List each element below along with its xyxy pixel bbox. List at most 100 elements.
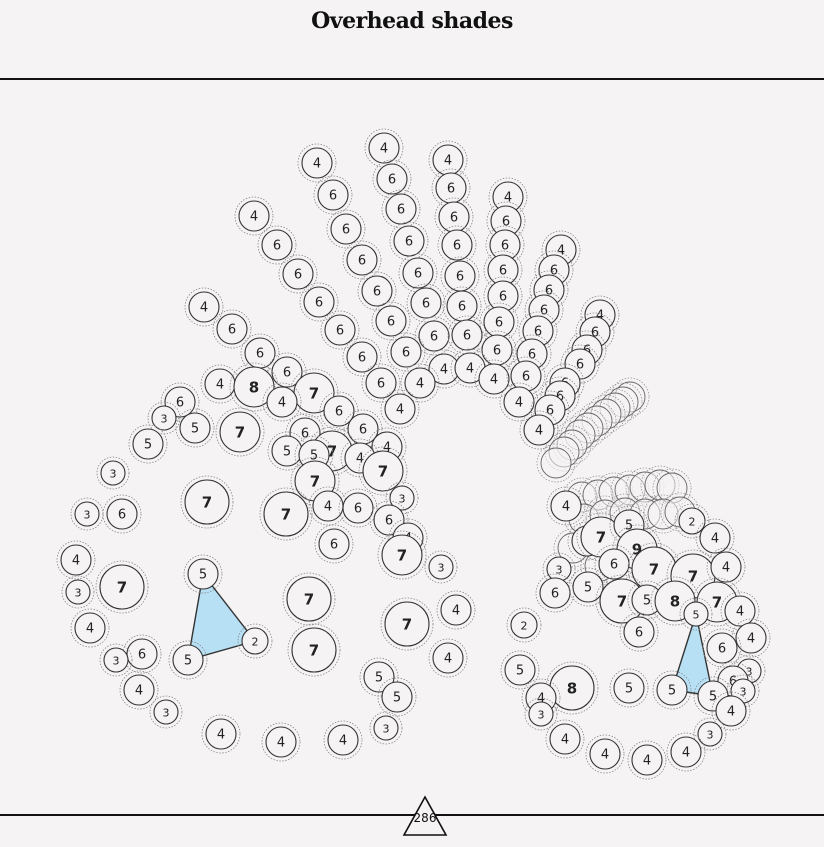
marker-label: 3 — [84, 509, 91, 522]
marker-circle: 6 — [372, 159, 412, 199]
marker-circle: 7 — [95, 560, 149, 614]
marker-circle: 3 — [369, 711, 403, 745]
marker-label: 8 — [249, 379, 259, 397]
marker-label: 4 — [736, 605, 744, 620]
marker-circle: 6 — [278, 254, 318, 294]
marker-label: 6 — [502, 215, 510, 230]
marker-circle: 6 — [434, 197, 474, 237]
marker-circle: 7 — [380, 597, 434, 651]
marker-circle: 6 — [257, 225, 297, 265]
page-number: 286 — [413, 811, 437, 825]
marker-circle: 6 — [518, 311, 558, 351]
marker-label: 6 — [534, 325, 542, 340]
marker-circle: 5 — [359, 657, 399, 697]
marker-circle: 6 — [371, 301, 411, 341]
marker-label: 6 — [635, 626, 643, 641]
marker-label: 3 — [746, 666, 753, 679]
marker-label: 4 — [86, 622, 94, 637]
marker-circle: 4 — [428, 638, 468, 678]
marker-label: 3 — [383, 723, 390, 736]
marker-label: 7 — [309, 642, 319, 660]
marker-circle: 6 — [440, 256, 480, 296]
marker-label: 4 — [444, 154, 452, 169]
marker-label: 4 — [452, 604, 460, 619]
marker-label: 3 — [163, 707, 170, 720]
marker-circle: 4 — [400, 363, 440, 403]
marker-label: 2 — [252, 636, 259, 649]
marker-circle: 6 — [102, 494, 142, 534]
marker-label: 7 — [327, 443, 337, 461]
marker-label: 4 — [722, 561, 730, 576]
marker-circle: 6 — [431, 168, 471, 208]
bottom-rule — [0, 814, 824, 816]
marker-circle: 3 — [70, 497, 104, 531]
marker-label: 3 — [538, 709, 545, 722]
marker-label: 7 — [235, 424, 245, 442]
marker-label: 6 — [453, 239, 461, 254]
marker-label: 6 — [430, 330, 438, 345]
marker-label: 6 — [373, 285, 381, 300]
marker-circle: 3 — [424, 550, 458, 584]
marker-label: 6 — [387, 315, 395, 330]
marker-label: 6 — [354, 502, 362, 517]
marker-label: 5 — [516, 664, 524, 679]
marker-label: 6 — [422, 297, 430, 312]
marker-label: 4 — [217, 728, 225, 743]
marker-label: 4 — [278, 396, 286, 411]
marker-circle: 6 — [437, 225, 477, 265]
marker-circle: 4 — [706, 547, 746, 587]
marker-label: 7 — [304, 591, 314, 609]
marker-circle: 6 — [447, 315, 487, 355]
marker-circle: 6 — [389, 221, 429, 261]
marker-circle: 6 — [386, 332, 426, 372]
marker-label: 4 — [200, 301, 208, 316]
marker-circle: 4 — [297, 143, 337, 183]
marker-label: 4 — [135, 684, 143, 699]
marker-label: 6 — [330, 538, 338, 553]
marker-label: 6 — [493, 344, 501, 359]
marker-label: 6 — [397, 203, 405, 218]
marker-label: 3 — [707, 729, 714, 742]
marker-label: 4 — [562, 500, 570, 515]
marker-label: 6 — [301, 427, 309, 442]
marker-label: 6 — [495, 316, 503, 331]
faint-circle — [536, 443, 576, 483]
marker-circle: 3 — [524, 697, 558, 731]
marker-circle: 6 — [240, 333, 280, 373]
marker-circle: 3 — [693, 717, 727, 751]
marker-label: 6 — [456, 270, 464, 285]
marker-label: 5 — [310, 449, 318, 464]
marker-label: 4 — [727, 705, 735, 720]
marker-label: 6 — [377, 377, 385, 392]
marker-circle: 6 — [369, 500, 409, 540]
marker-circle: 6 — [314, 524, 354, 564]
marker-circle: 4 — [519, 410, 559, 450]
marker-label: 3 — [556, 564, 563, 577]
marker-circle: 4 — [436, 590, 476, 630]
marker-circle: 3 — [147, 401, 181, 435]
marker-label: 6 — [729, 675, 737, 690]
marker-circle: 3 — [149, 695, 183, 729]
marker-label: 4 — [356, 452, 364, 467]
page-title: Overhead shades — [311, 8, 513, 34]
marker-label: 6 — [610, 558, 618, 573]
marker-circle: 7 — [282, 572, 336, 626]
marker-circle: 4 — [234, 196, 274, 236]
marker-label: 6 — [458, 300, 466, 315]
marker-circle: 4 — [546, 486, 586, 526]
marker-label: 3 — [438, 562, 445, 575]
marker-label: 4 — [72, 554, 80, 569]
marker-label: 4 — [711, 532, 719, 547]
marker-label: 4 — [601, 748, 609, 763]
marker-label: 2 — [689, 516, 696, 529]
marker-label: 6 — [447, 182, 455, 197]
marker-label: 4 — [643, 754, 651, 769]
marker-label: 4 — [277, 736, 285, 751]
marker-label: 6 — [359, 423, 367, 438]
marker-label: 5 — [283, 445, 291, 460]
marker-label: 6 — [405, 235, 413, 250]
marker-label: 7 — [397, 547, 407, 565]
marker-circle: 5 — [168, 640, 208, 680]
top-rule — [0, 78, 824, 80]
marker-label: 5 — [184, 654, 192, 669]
